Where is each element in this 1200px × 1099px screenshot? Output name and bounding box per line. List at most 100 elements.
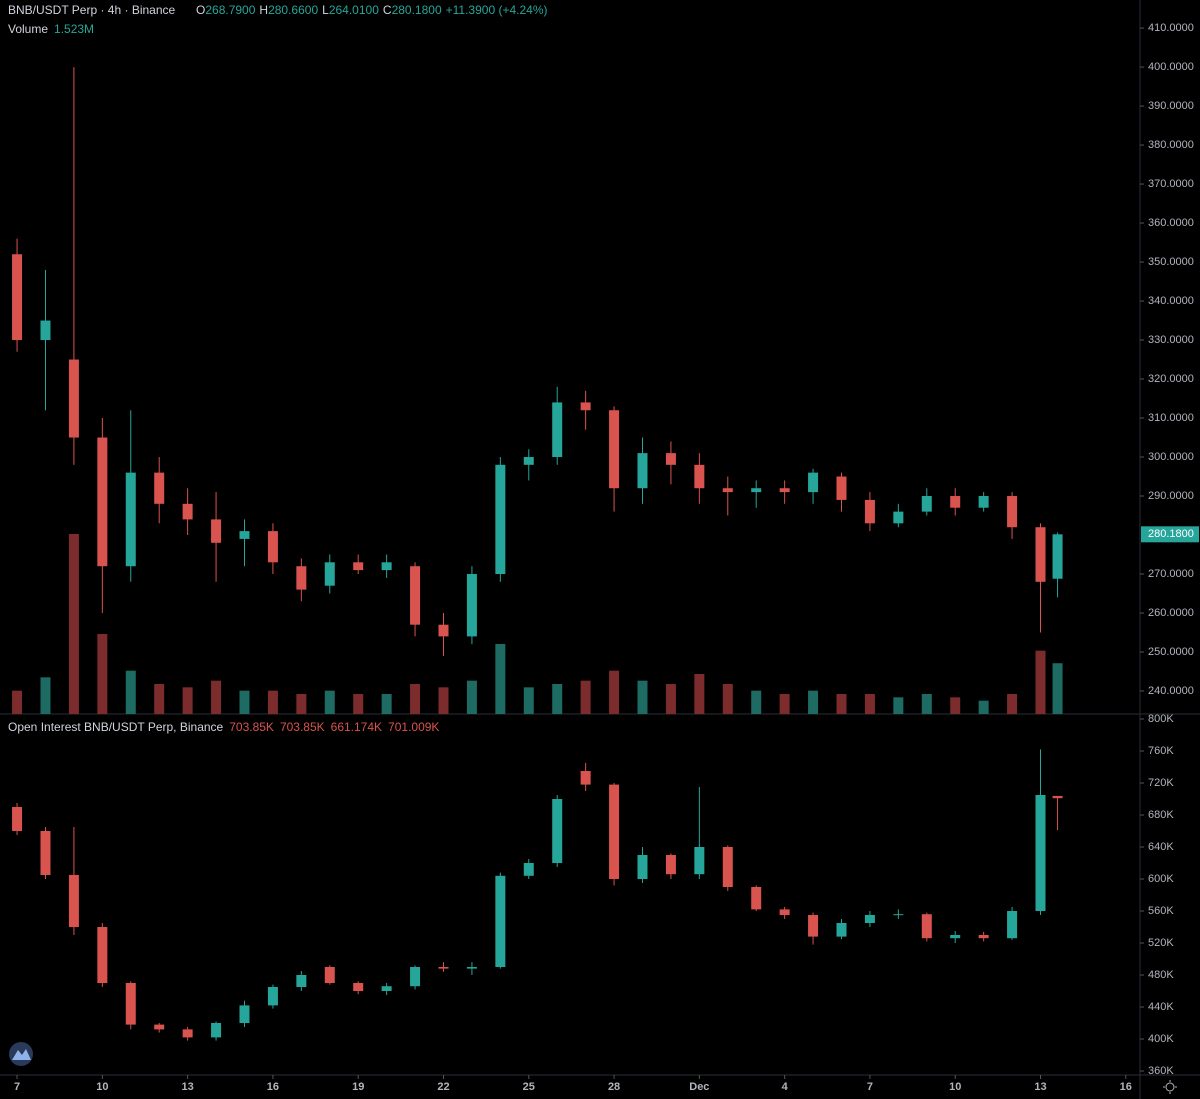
volume-bar (40, 677, 51, 714)
candle-body (12, 254, 23, 341)
settings-icon[interactable] (1163, 1080, 1177, 1094)
y-tick-label: 640K (1148, 841, 1174, 853)
oi-value: 703.85K (229, 720, 274, 734)
candle-body (665, 453, 676, 465)
logo[interactable] (9, 1042, 33, 1066)
volume-bar (864, 694, 875, 714)
candle-body (438, 967, 449, 969)
candle-body (68, 875, 79, 927)
candle-body (97, 927, 108, 983)
candle-body (154, 472, 165, 504)
candle-body (495, 464, 506, 575)
candle-body (580, 771, 591, 785)
candle-body (154, 1024, 165, 1030)
candle-body (68, 359, 79, 438)
candle-body (324, 562, 335, 586)
y-tick-label: 350.0000 (1148, 256, 1194, 268)
candle-body (722, 847, 733, 887)
candle-body (239, 531, 250, 539)
candle-body (950, 935, 961, 939)
volume-bar (97, 634, 108, 714)
y-tick-label: 600K (1148, 873, 1174, 885)
volume-title: Volume (8, 22, 48, 36)
y-tick-label: 300.0000 (1148, 451, 1194, 463)
ohlc-value: 280.6600 (268, 3, 318, 17)
volume-bar (722, 684, 733, 714)
oi-value: 661.174K (331, 720, 382, 734)
x-tick-label: 25 (523, 1081, 535, 1093)
volume-bar (978, 700, 989, 714)
oi-value: 703.85K (280, 720, 325, 734)
candle-body (580, 402, 591, 411)
y-tick-label: 440K (1148, 1001, 1174, 1013)
volume-bar (154, 684, 165, 714)
x-tick-label: 4 (782, 1081, 789, 1093)
candle-body (694, 464, 705, 489)
candle-body (1052, 534, 1063, 579)
x-tick-label: 13 (1034, 1081, 1046, 1093)
candle-body (552, 799, 563, 863)
y-tick-label: 340.0000 (1148, 295, 1194, 307)
x-tick-label: 22 (437, 1081, 449, 1093)
candle-body (495, 875, 506, 967)
ohlc-letter: L (322, 3, 329, 17)
volume-bar (182, 687, 193, 714)
volume-bar (609, 670, 620, 714)
y-tick-label: 360K (1148, 1065, 1174, 1077)
volume-bar (950, 697, 961, 714)
ohlc-value: 268.7900 (205, 3, 255, 17)
x-tick-label: 19 (352, 1081, 364, 1093)
candle-body (12, 807, 23, 831)
y-tick-label: 310.0000 (1148, 412, 1194, 424)
y-tick-label: 360.0000 (1148, 217, 1194, 229)
candle-body (466, 967, 477, 969)
y-tick-label: 800K (1148, 713, 1174, 725)
candle-body (779, 909, 790, 915)
oi-legend: Open Interest BNB/USDT Perp, Binance 703.… (8, 720, 439, 734)
candle-body (552, 402, 563, 458)
ohlc-legend: O268.7900 H280.6600 L264.0100 C280.1800 +11.… (196, 3, 547, 17)
y-tick-label: 260.0000 (1148, 607, 1194, 619)
candle-body (665, 855, 676, 875)
x-tick-label: 10 (96, 1081, 108, 1093)
candle-body (864, 499, 875, 524)
volume-bar (808, 690, 819, 714)
last-price-tag (1141, 526, 1199, 543)
candle-body (353, 562, 364, 571)
candle-body (978, 496, 989, 508)
candle-body (893, 511, 904, 524)
candle-body (125, 472, 136, 567)
y-tick-label: 400K (1148, 1033, 1174, 1045)
y-tick-label: 520K (1148, 937, 1174, 949)
header: BNB/USDT Perp · 4h · Binance (8, 3, 176, 17)
candle-body (466, 574, 477, 637)
candle-body (637, 453, 648, 489)
candle-body (324, 967, 335, 983)
volume-bar (580, 680, 591, 714)
last-price-label: 280.1800 (1148, 528, 1194, 540)
candle-body (523, 863, 534, 876)
volume-bar (211, 680, 222, 714)
candle-body (694, 847, 705, 875)
candle-body (523, 457, 534, 465)
y-tick-label: 290.0000 (1148, 490, 1194, 502)
volume-bar (1007, 694, 1018, 714)
volume-bar (324, 690, 335, 714)
x-tick-label: 16 (1120, 1081, 1132, 1093)
ohlc-value: 264.0100 (329, 3, 379, 17)
volume-bar (438, 687, 449, 714)
volume-bar (552, 684, 563, 714)
change-label: +11.3900 (+4.24%) (446, 3, 548, 17)
volume-bar (353, 694, 364, 714)
y-tick-label: 480K (1148, 969, 1174, 981)
volume-bar (466, 680, 477, 714)
volume-bar (665, 684, 676, 714)
candle-body (1035, 795, 1046, 911)
candle-body (921, 496, 932, 512)
x-tick-label: 7 (14, 1081, 20, 1093)
y-tick-label: 410.0000 (1148, 22, 1194, 34)
candle-body (211, 519, 222, 543)
volume-bar (751, 690, 762, 714)
volume-bar (921, 694, 932, 714)
